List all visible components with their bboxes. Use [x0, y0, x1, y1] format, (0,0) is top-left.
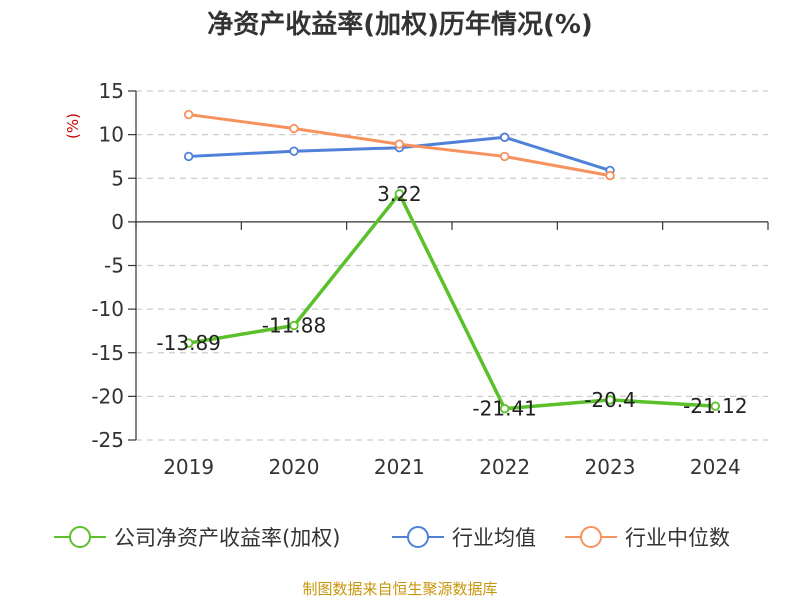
- data-label: -21.41: [472, 397, 536, 421]
- x-tick-label: 2021: [374, 455, 425, 479]
- y-tick-label: 0: [111, 210, 124, 234]
- x-tick-label: 2020: [269, 455, 320, 479]
- data-label: -13.89: [156, 331, 220, 355]
- data-label: 3.22: [377, 182, 422, 206]
- source-note: 制图数据来自恒生聚源数据库: [302, 580, 497, 598]
- data-point: [289, 146, 299, 156]
- axes: 15 10 5 0 -5 -10 -15 -20 -25 2019 2020 2021 2022 2023…: [91, 79, 769, 479]
- legend-label: 公司净资产收益率(加权): [114, 526, 340, 550]
- x-tick-label: 2022: [479, 455, 530, 479]
- y-tick-label: -15: [91, 341, 124, 365]
- data-point: [499, 132, 510, 142]
- y-tick-label: 15: [99, 79, 124, 103]
- legend-label: 行业均值: [452, 526, 536, 550]
- series-2: [183, 109, 615, 181]
- data-point: [183, 151, 194, 162]
- y-axis-unit: (%): [64, 113, 82, 139]
- data-point: [289, 320, 299, 331]
- legend-label: 行业中位数: [625, 526, 730, 550]
- y-tick-label: -5: [104, 254, 124, 278]
- legend-item-1[interactable]: 行业均值: [392, 526, 536, 550]
- data-point: [499, 403, 510, 414]
- series-layer: [183, 109, 721, 414]
- data-label: -11.88: [262, 314, 326, 338]
- legend-marker-icon: [69, 526, 91, 548]
- chart-title: 净资产收益率(加权)历年情况(%): [207, 9, 593, 40]
- legend-item-0[interactable]: 公司净资产收益率(加权): [54, 526, 340, 550]
- data-point: [394, 139, 405, 149]
- x-tick-label: 2024: [690, 455, 741, 479]
- data-point: [183, 338, 194, 348]
- data-label: -21.12: [683, 394, 747, 418]
- y-tick-label: -10: [91, 297, 124, 321]
- legend-item-2[interactable]: 行业中位数: [565, 526, 730, 550]
- data-point: [183, 109, 194, 120]
- x-tick-label: 2023: [585, 455, 636, 479]
- x-tick-label: 2019: [163, 455, 214, 479]
- y-tick-label: 5: [111, 166, 124, 190]
- legend-marker-icon: [580, 526, 602, 548]
- data-point: [289, 123, 299, 134]
- series-line: [188, 192, 716, 411]
- y-tick-label: -25: [91, 428, 124, 452]
- data-point: [394, 189, 405, 199]
- y-tick-label: 10: [99, 123, 124, 147]
- data-labels: -13.89 -11.88 3.22 -21.41 -20.4 -21.12: [156, 182, 747, 421]
- legend-marker-icon: [407, 526, 429, 548]
- series-0: [183, 189, 721, 414]
- legend[interactable]: 公司净资产收益率(加权) 行业均值 行业中位数: [54, 526, 730, 550]
- data-point: [605, 395, 615, 405]
- data-point: [605, 170, 615, 181]
- data-label: -20.4: [584, 388, 636, 412]
- y-tick-label: -20: [91, 384, 124, 408]
- data-point: [710, 401, 721, 411]
- data-point: [499, 151, 510, 162]
